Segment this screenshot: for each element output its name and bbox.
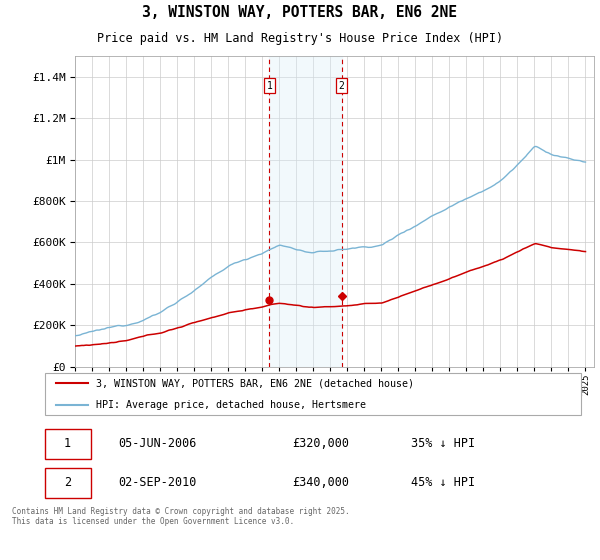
- Text: 3, WINSTON WAY, POTTERS BAR, EN6 2NE (detached house): 3, WINSTON WAY, POTTERS BAR, EN6 2NE (de…: [97, 378, 415, 388]
- Text: 2: 2: [339, 81, 344, 91]
- FancyBboxPatch shape: [45, 372, 581, 416]
- Bar: [269, 56, 341, 367]
- Text: 2: 2: [64, 477, 71, 489]
- FancyBboxPatch shape: [45, 468, 91, 498]
- Text: £320,000: £320,000: [292, 437, 349, 450]
- Text: 1: 1: [266, 81, 272, 91]
- Text: 35% ↓ HPI: 35% ↓ HPI: [411, 437, 475, 450]
- Text: Contains HM Land Registry data © Crown copyright and database right 2025.
This d: Contains HM Land Registry data © Crown c…: [12, 507, 350, 526]
- FancyBboxPatch shape: [45, 428, 91, 459]
- Text: Price paid vs. HM Land Registry's House Price Index (HPI): Price paid vs. HM Land Registry's House …: [97, 32, 503, 45]
- Text: 02-SEP-2010: 02-SEP-2010: [118, 477, 196, 489]
- Text: 1: 1: [64, 437, 71, 450]
- Text: 05-JUN-2006: 05-JUN-2006: [118, 437, 196, 450]
- Text: 45% ↓ HPI: 45% ↓ HPI: [411, 477, 475, 489]
- Text: HPI: Average price, detached house, Hertsmere: HPI: Average price, detached house, Hert…: [97, 400, 366, 410]
- Text: £340,000: £340,000: [292, 477, 349, 489]
- Text: 3, WINSTON WAY, POTTERS BAR, EN6 2NE: 3, WINSTON WAY, POTTERS BAR, EN6 2NE: [143, 5, 458, 20]
